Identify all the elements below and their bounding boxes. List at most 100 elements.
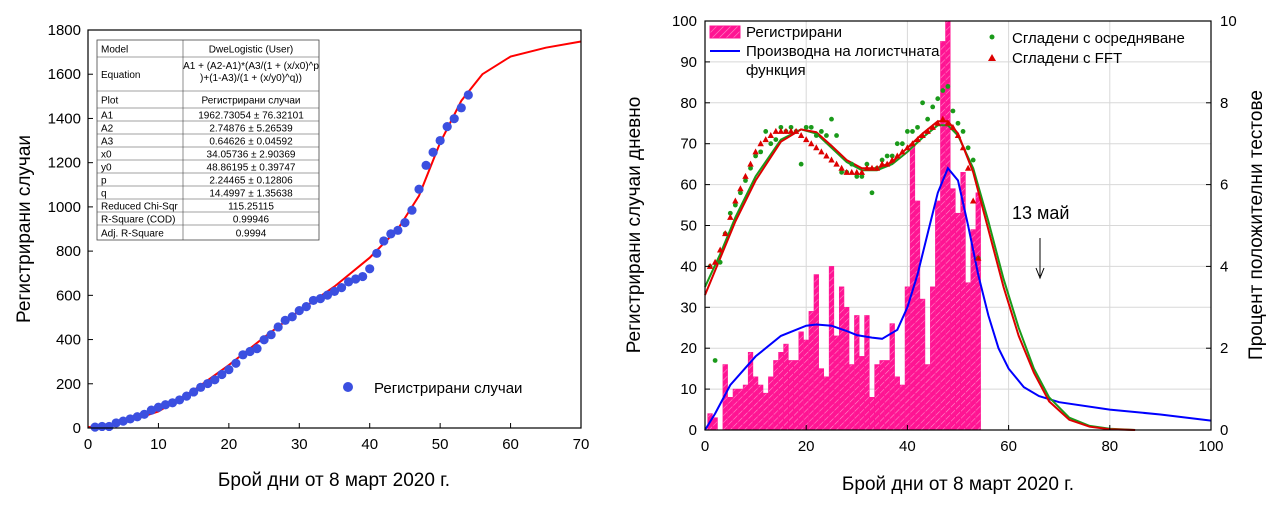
left-y-tick-label: 1200 xyxy=(48,155,81,172)
left-data-point xyxy=(449,114,459,124)
avg-point xyxy=(859,174,865,179)
left-data-point xyxy=(259,335,269,345)
left-data-point xyxy=(153,402,164,412)
right-y2-tick-label: 6 xyxy=(1220,177,1228,194)
left-data-point xyxy=(372,248,382,258)
fft-point xyxy=(883,160,891,167)
left-data-point xyxy=(435,135,445,146)
legend-bar-label: Регистрирани xyxy=(746,24,842,41)
fft-point xyxy=(914,136,921,143)
left-data-point xyxy=(231,358,241,368)
left-data-point xyxy=(358,271,368,282)
right-y-tick-label: 0 xyxy=(689,422,697,439)
daily-bar xyxy=(828,266,835,431)
avg-point xyxy=(834,133,839,138)
left-data-point xyxy=(456,103,466,113)
fit-table-key: Plot xyxy=(101,96,118,107)
avg-point xyxy=(869,190,875,196)
avg-point xyxy=(773,137,779,143)
fft-point xyxy=(706,262,714,269)
left-data-point xyxy=(118,416,128,426)
left-data-point xyxy=(294,305,304,316)
fft-point xyxy=(833,160,840,167)
fit-table-value: DweLogistic (User) xyxy=(209,45,293,56)
avg-point xyxy=(950,108,956,114)
fft-point xyxy=(894,152,901,159)
legend-bar-swatch xyxy=(709,25,741,39)
fft-point xyxy=(767,132,774,139)
legend-avg-swatch xyxy=(989,34,995,40)
daily-bar xyxy=(914,200,921,431)
left-data-point xyxy=(111,418,121,428)
daily-bar xyxy=(793,360,799,431)
avg-point xyxy=(849,161,855,167)
avg-point xyxy=(738,190,743,196)
fft-point xyxy=(949,123,957,130)
daily-bar xyxy=(727,396,733,431)
fit-table-value: 0.99946 xyxy=(233,215,270,226)
avg-point xyxy=(945,84,951,89)
avg-point xyxy=(889,153,895,159)
series-line xyxy=(704,166,1212,431)
left-x-tick-label: 70 xyxy=(573,436,590,453)
fft-point xyxy=(828,156,835,163)
left-data-points xyxy=(90,90,473,432)
right-points xyxy=(706,84,982,363)
fit-table-value: 48.86195 ± 0.39747 xyxy=(207,163,296,174)
avg-point xyxy=(748,165,753,171)
avg-point xyxy=(839,169,845,175)
avg-point xyxy=(879,157,885,163)
daily-bar xyxy=(838,286,845,431)
fft-point xyxy=(959,144,967,151)
daily-bar xyxy=(783,343,789,431)
left-data-point xyxy=(97,421,107,432)
left-data-point xyxy=(329,286,340,296)
daily-bar xyxy=(884,360,890,431)
avg-point xyxy=(813,133,819,138)
avg-point xyxy=(743,178,748,183)
fft-point xyxy=(899,148,906,155)
avg-point xyxy=(803,124,809,130)
legend-fft-swatch xyxy=(988,54,996,61)
right-x-axis-label: Брой дни от 8 март 2020 г. xyxy=(842,474,1074,495)
daily-bar xyxy=(869,396,875,431)
fft-point xyxy=(919,132,926,139)
daily-bar xyxy=(894,376,900,431)
daily-bar xyxy=(945,20,951,431)
left-data-point xyxy=(252,344,262,354)
fft-point xyxy=(716,246,724,253)
daily-bar xyxy=(919,298,926,431)
fit-table-key: Equation xyxy=(101,70,140,81)
right-y-tick-label: 30 xyxy=(680,299,697,316)
daily-bar xyxy=(864,315,870,431)
avg-point xyxy=(758,149,764,155)
right-y-tick-label: 70 xyxy=(680,136,697,153)
legend-avg-label: Сгладени с осредняване xyxy=(1012,30,1185,47)
fft-point xyxy=(939,115,947,122)
left-y-tick-label: 600 xyxy=(56,287,81,304)
fft-point xyxy=(823,152,830,159)
daily-bar xyxy=(742,384,749,431)
avg-point xyxy=(717,259,723,265)
fft-point xyxy=(838,164,845,171)
left-x-tick-label: 0 xyxy=(84,436,92,453)
fit-table-key: R-Square (COD) xyxy=(101,215,175,226)
left-data-point xyxy=(414,184,424,194)
fit-table-value: 34.05736 ± 2.90369 xyxy=(207,150,296,161)
fft-point xyxy=(904,144,911,151)
left-data-point xyxy=(280,315,290,325)
fit-table-value: A1 + (A2-A1)*(A3/(1 + (x/x0)^p)+(1-A3)/(… xyxy=(183,61,319,84)
avg-point xyxy=(960,129,966,134)
daily-bar xyxy=(737,388,744,431)
fft-point xyxy=(742,172,749,179)
avg-point xyxy=(899,141,905,147)
fft-point xyxy=(722,230,729,237)
fft-point xyxy=(858,168,866,175)
daily-bar xyxy=(798,331,804,431)
right-x-tick-label: 60 xyxy=(1000,438,1017,455)
left-data-point xyxy=(273,322,283,332)
left-y-tick-label: 1600 xyxy=(48,66,81,83)
avg-point xyxy=(965,145,971,151)
fit-table-value: 2.74876 ± 5.26539 xyxy=(209,124,293,135)
fit-table-key: q xyxy=(101,189,107,200)
